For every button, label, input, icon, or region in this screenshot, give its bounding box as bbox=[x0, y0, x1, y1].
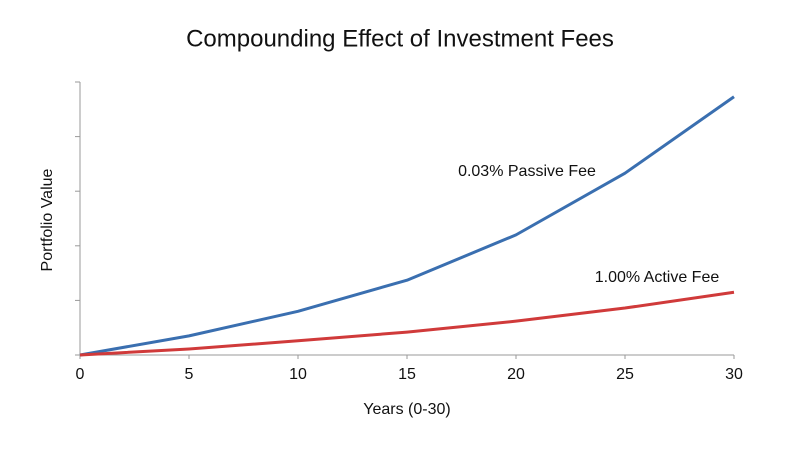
x-tick-label: 10 bbox=[289, 366, 307, 383]
chart-title: Compounding Effect of Investment Fees bbox=[186, 25, 614, 52]
x-tick-label: 20 bbox=[507, 366, 525, 383]
x-tick-label: 30 bbox=[725, 366, 743, 383]
y-axis-label: Portfolio Value bbox=[39, 168, 56, 271]
series-line bbox=[79, 290, 735, 357]
x-axis-label: Years (0-30) bbox=[363, 401, 450, 418]
series-line bbox=[79, 95, 735, 357]
x-tick-label: 15 bbox=[398, 366, 416, 383]
series-label: 0.03% Passive Fee bbox=[458, 163, 596, 180]
series-label: 1.00% Active Fee bbox=[595, 269, 720, 286]
x-tick-label: 25 bbox=[616, 366, 634, 383]
x-tick-label: 5 bbox=[185, 366, 194, 383]
x-tick-label: 0 bbox=[76, 366, 85, 383]
